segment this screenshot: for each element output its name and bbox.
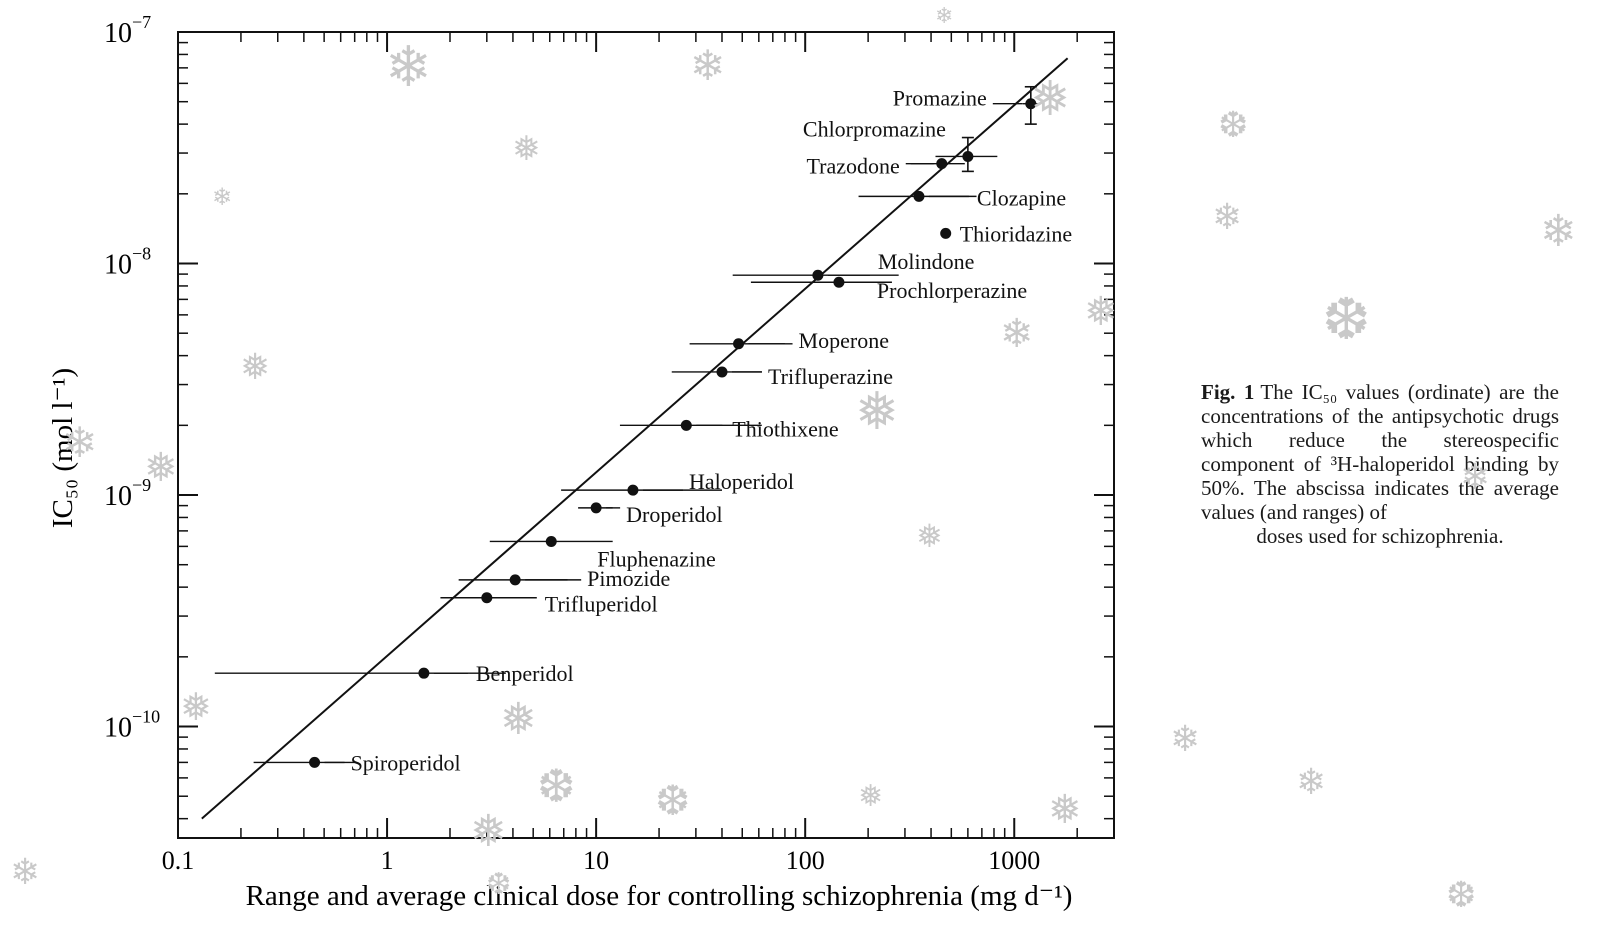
data-point-group: Promazine (893, 86, 1039, 125)
data-point-group: Clozapine (858, 185, 1066, 210)
data-point-group: Fluphenazine (489, 535, 716, 571)
snowflake-icon: ❆ (1446, 875, 1477, 916)
x-tick-label: 0.1 (162, 846, 195, 875)
x-tick-label: 10 (583, 846, 609, 875)
y-tick-base: 10 (104, 713, 132, 744)
y-tick-base: 10 (104, 250, 132, 281)
y-tick-label: 10−9 (104, 475, 151, 512)
data-point (716, 366, 728, 378)
snowflake-icon: ❆ (1218, 105, 1249, 146)
y-tick-base: 10 (104, 481, 132, 512)
data-point (509, 574, 521, 586)
data-point-group: Moperone (689, 328, 889, 353)
data-point-group: Prochlorperazine (750, 276, 1027, 303)
data-point (936, 158, 948, 170)
x-tick-label: 100 (786, 846, 825, 875)
y-tick-exponent: −8 (132, 244, 151, 264)
y-tick-exponent: −10 (132, 707, 160, 727)
data-point-label: Benperidol (476, 661, 574, 686)
data-point-label: Pimozide (587, 566, 670, 591)
y-axis-label: IC₅₀ (mol l⁻¹) (47, 368, 79, 528)
snowflake-icon: ❄ (1296, 762, 1327, 803)
data-point-group: Molindone (732, 249, 975, 281)
x-tick-label: 1000 (988, 846, 1040, 875)
data-point-label: Spiroperidol (351, 750, 461, 775)
data-point (590, 502, 602, 514)
ic50-dose-chart: 0.1 1 10 100 1000 10−710−810−910−10 Spiroper… (47, 12, 1115, 912)
data-point-label: Molindone (878, 249, 975, 274)
snowflake-icon: ❄ (1170, 719, 1201, 760)
data-point-group: Spiroperidol (253, 750, 461, 775)
snowflake-icon: ❆ (1322, 285, 1371, 353)
caption-last-line: doses used for schizophrenia. (1256, 524, 1504, 548)
data-point-group: Chlorpromazine (803, 116, 998, 173)
data-point (627, 484, 639, 496)
data-points: Spiroperidol Benperidol TrifluperidolPimoz… (214, 86, 1072, 775)
data-point (940, 227, 952, 239)
data-point-label: Thioridazine (960, 221, 1072, 246)
data-point-group: Haloperidol (561, 469, 794, 496)
figure-caption: Fig. 1 The IC₅₀ values (ordinate) are the… (1201, 380, 1559, 548)
data-point-label: Chlorpromazine (803, 116, 946, 141)
data-point-group: Droperidol (578, 502, 723, 527)
x-axis-ticks: 0.1 1 10 100 1000 (162, 32, 1040, 875)
y-tick-label: 10−7 (104, 12, 151, 49)
data-point (733, 338, 745, 350)
data-point (309, 756, 321, 768)
data-point (1025, 98, 1037, 110)
data-point-group: Pimozide (458, 566, 670, 591)
data-point (962, 150, 974, 162)
y-tick-exponent: −7 (132, 12, 151, 32)
snowflake-icon: ❄ (1212, 197, 1243, 238)
minor-ticks (178, 32, 1115, 838)
y-tick-label: 10−8 (104, 244, 151, 281)
data-point-label: Clozapine (977, 185, 1066, 210)
data-point-label: Promazine (893, 86, 987, 111)
data-point-label: Haloperidol (689, 469, 794, 494)
data-point-group: Trazodone (806, 154, 965, 179)
data-point (545, 535, 557, 547)
data-point-label: Trifluperazine (768, 364, 893, 389)
caption-label: Fig. 1 (1201, 380, 1255, 404)
data-point-label: Droperidol (626, 502, 723, 527)
data-point-label: Thiothixene (732, 416, 838, 441)
plot-frame (177, 31, 1115, 839)
data-point-label: Trazodone (806, 154, 899, 179)
caption-text: The IC₅₀ values (ordinate) are the conce… (1201, 380, 1559, 524)
x-tick-label: 1 (381, 846, 394, 875)
regression-line (201, 57, 1069, 820)
data-point-group: Thioridazine (940, 221, 1072, 246)
y-tick-exponent: −9 (132, 475, 151, 495)
data-point (680, 419, 692, 431)
data-point-group: Benperidol (214, 661, 574, 686)
data-point (812, 269, 824, 281)
x-axis-label: Range and average clinical dose for cont… (246, 880, 1073, 912)
y-tick-label: 10−10 (104, 707, 160, 744)
data-point-group: Trifluperidol (440, 592, 658, 617)
y-axis-ticks: 10−710−810−910−10 (104, 12, 1114, 744)
data-point-label: Trifluperidol (545, 592, 658, 617)
data-point-label: Fluphenazine (597, 546, 716, 571)
data-point-label: Moperone (799, 328, 889, 353)
y-tick-base: 10 (104, 18, 132, 49)
data-point (913, 190, 925, 202)
snowflake-icon: ❄ (1540, 206, 1577, 257)
data-point-group: Trifluperazine (671, 364, 893, 389)
data-point (833, 276, 845, 288)
data-point-group: Thiothixene (619, 416, 839, 441)
data-point-label: Prochlorperazine (877, 278, 1027, 303)
data-point (418, 667, 430, 679)
data-point (481, 592, 493, 604)
